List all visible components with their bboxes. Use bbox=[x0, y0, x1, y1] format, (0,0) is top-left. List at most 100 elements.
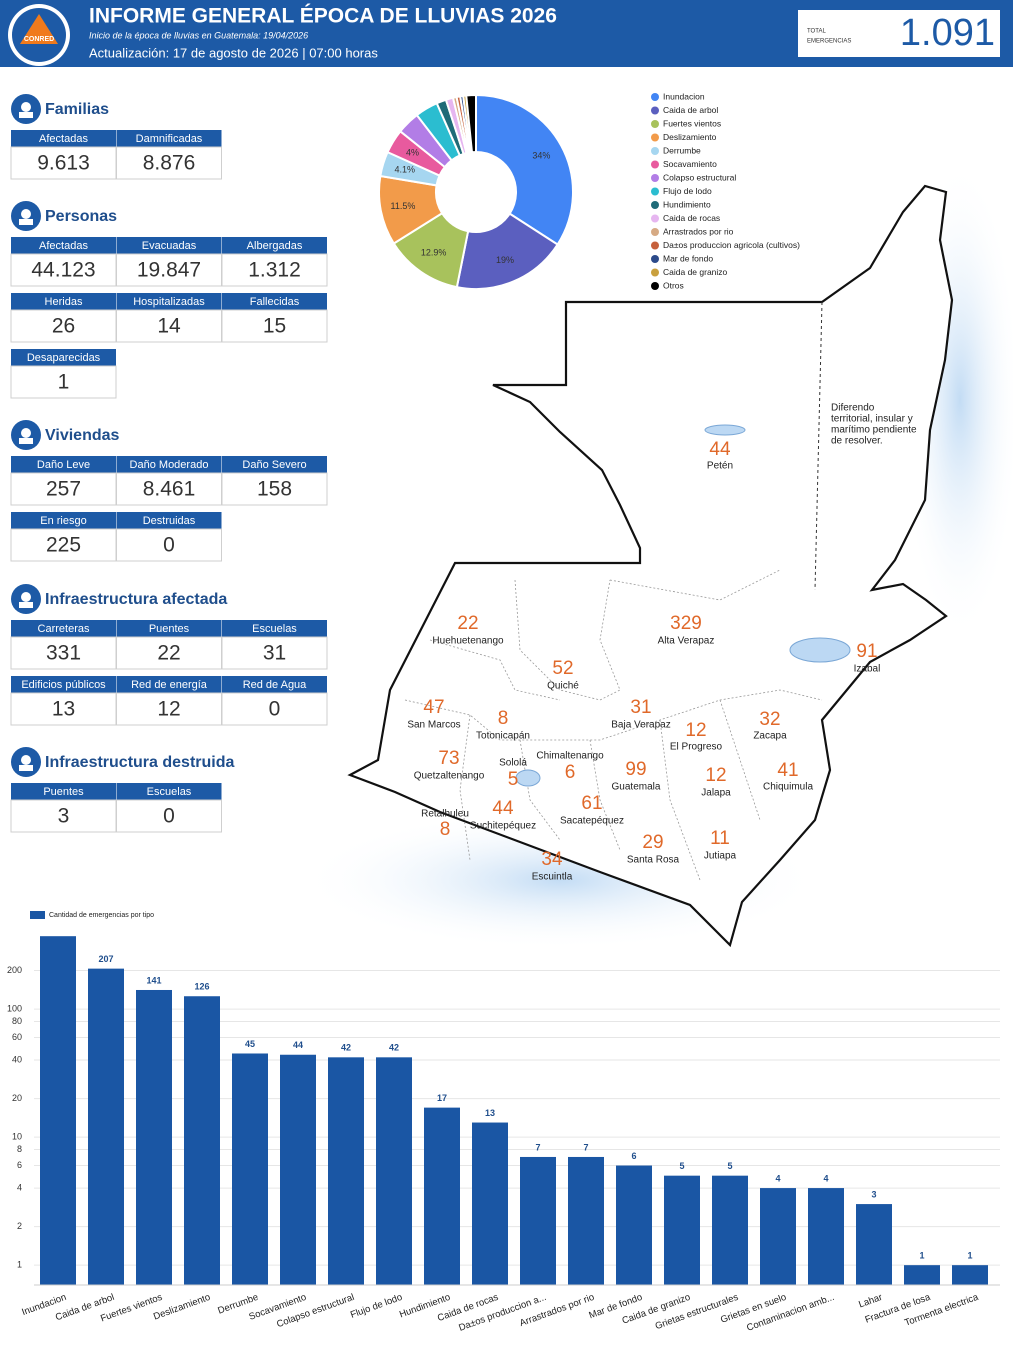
department-count: 5 bbox=[508, 769, 519, 790]
department-name: El Progreso bbox=[670, 742, 723, 753]
legend-swatch bbox=[651, 282, 659, 290]
y-tick-label: 20 bbox=[12, 1093, 22, 1103]
cell-label: Damnificadas bbox=[136, 133, 203, 145]
border-dispute bbox=[814, 301, 823, 591]
department-name: Retalhuleu bbox=[421, 809, 469, 820]
legend-swatch bbox=[651, 214, 659, 223]
bar-label: 5 bbox=[679, 1161, 684, 1171]
department-count: 34 bbox=[541, 849, 563, 870]
y-tick-label: 8 bbox=[17, 1144, 22, 1154]
legend-label: Caida de rocas bbox=[663, 213, 720, 223]
x-tick-label: Contaminacion amb... bbox=[745, 1292, 836, 1334]
department-count: 99 bbox=[625, 759, 646, 780]
panel-title: Personas bbox=[45, 208, 117, 225]
legend-swatch bbox=[651, 93, 659, 101]
cell-label: Heridas bbox=[45, 296, 83, 308]
cell-header bbox=[116, 456, 222, 473]
title: INFORME GENERAL ÉPOCA DE LLUVIAS 2026 bbox=[89, 5, 557, 28]
cell-label: Daño Leve bbox=[37, 459, 90, 471]
cell-header bbox=[222, 676, 327, 693]
cell-value: 0 bbox=[163, 805, 175, 828]
cell-body bbox=[116, 799, 222, 833]
bar-label: 42 bbox=[389, 1043, 399, 1053]
bar bbox=[184, 996, 220, 1285]
cell-body bbox=[10, 365, 117, 399]
bar bbox=[856, 1204, 892, 1285]
panel-icon-glyph bbox=[21, 428, 31, 438]
x-tick-label: Flujo de lodo bbox=[349, 1292, 404, 1321]
cell-header bbox=[222, 293, 327, 310]
legend-swatch bbox=[651, 241, 659, 250]
cell-label: Daño Moderado bbox=[130, 459, 209, 471]
department-count: 8 bbox=[440, 819, 451, 840]
legend-swatch bbox=[651, 120, 659, 128]
bar-label: 7 bbox=[583, 1142, 588, 1152]
cell-body bbox=[10, 472, 117, 506]
cell-body bbox=[116, 636, 222, 670]
department-name: Petén bbox=[707, 461, 733, 472]
cell-value: 44.123 bbox=[31, 259, 95, 282]
department-count: 22 bbox=[457, 613, 478, 634]
legend-label: Cantidad de emergencias por tipo bbox=[49, 912, 154, 919]
department-count: 73 bbox=[438, 748, 459, 769]
legend-label: Deslizamiento bbox=[663, 132, 717, 142]
department-count: 47 bbox=[423, 697, 444, 718]
cell-label: Edificios públicos bbox=[21, 679, 106, 691]
department-count: 12 bbox=[685, 720, 706, 741]
department-count: 329 bbox=[670, 613, 702, 634]
map-note: Diferendo bbox=[831, 403, 875, 414]
cell-value: 26 bbox=[52, 315, 75, 338]
panel-title: Familias bbox=[45, 101, 109, 118]
department-name: Santa Rosa bbox=[627, 855, 680, 866]
cell-header bbox=[11, 349, 116, 366]
cell-header bbox=[11, 676, 116, 693]
bar bbox=[376, 1057, 412, 1285]
cell-header bbox=[11, 130, 116, 147]
bar bbox=[808, 1188, 844, 1285]
department-name: San Marcos bbox=[407, 720, 460, 731]
bar-label: 17 bbox=[437, 1093, 447, 1103]
logo-text: CONRED bbox=[24, 36, 54, 43]
cell-body bbox=[221, 636, 328, 670]
bar-label: 126 bbox=[194, 982, 209, 992]
cell-header bbox=[116, 293, 222, 310]
legend-label: Mar de fondo bbox=[663, 253, 713, 263]
legend-swatch bbox=[651, 255, 659, 263]
x-tick-label: Lahar bbox=[857, 1292, 884, 1311]
department-count: 91 bbox=[856, 641, 877, 662]
map-note: marítimo pendiente bbox=[831, 425, 917, 436]
cell-label: Red de Agua bbox=[243, 679, 307, 691]
y-tick-label: 10 bbox=[12, 1132, 22, 1142]
lake bbox=[704, 424, 746, 436]
pie-label: 19% bbox=[496, 255, 514, 265]
y-tick-label: 80 bbox=[12, 1016, 22, 1026]
department-name: Suchitepéquez bbox=[470, 821, 536, 832]
legend-label: Inundacion bbox=[663, 91, 705, 101]
bar bbox=[232, 1053, 268, 1285]
cell-header bbox=[116, 237, 222, 254]
bar bbox=[952, 1265, 988, 1285]
legend-swatch bbox=[651, 147, 659, 155]
department-count: 61 bbox=[581, 793, 602, 814]
y-tick-label: 60 bbox=[12, 1032, 22, 1042]
cell-label: Red de energía bbox=[131, 679, 208, 691]
cell-value: 9.613 bbox=[37, 152, 90, 175]
bar-label: 1 bbox=[919, 1251, 924, 1261]
legend-label: Da±os produccion agricola (cultivos) bbox=[663, 240, 800, 250]
total-label: TOTAL bbox=[807, 29, 826, 35]
legend-label: Hundimiento bbox=[663, 199, 711, 209]
bar bbox=[424, 1107, 460, 1285]
department-name: Huehuetenango bbox=[432, 636, 504, 647]
bar bbox=[760, 1188, 796, 1285]
bar bbox=[280, 1054, 316, 1285]
cell-header bbox=[11, 293, 116, 310]
bar bbox=[712, 1175, 748, 1285]
cell-label: Escuelas bbox=[252, 623, 297, 635]
department-name: Alta Verapaz bbox=[658, 636, 715, 647]
cell-body bbox=[10, 309, 117, 343]
country-outline bbox=[347, 184, 954, 948]
bar-label: 45 bbox=[245, 1039, 255, 1049]
department-count: 12 bbox=[705, 765, 726, 786]
y-tick-label: 200 bbox=[7, 965, 22, 975]
